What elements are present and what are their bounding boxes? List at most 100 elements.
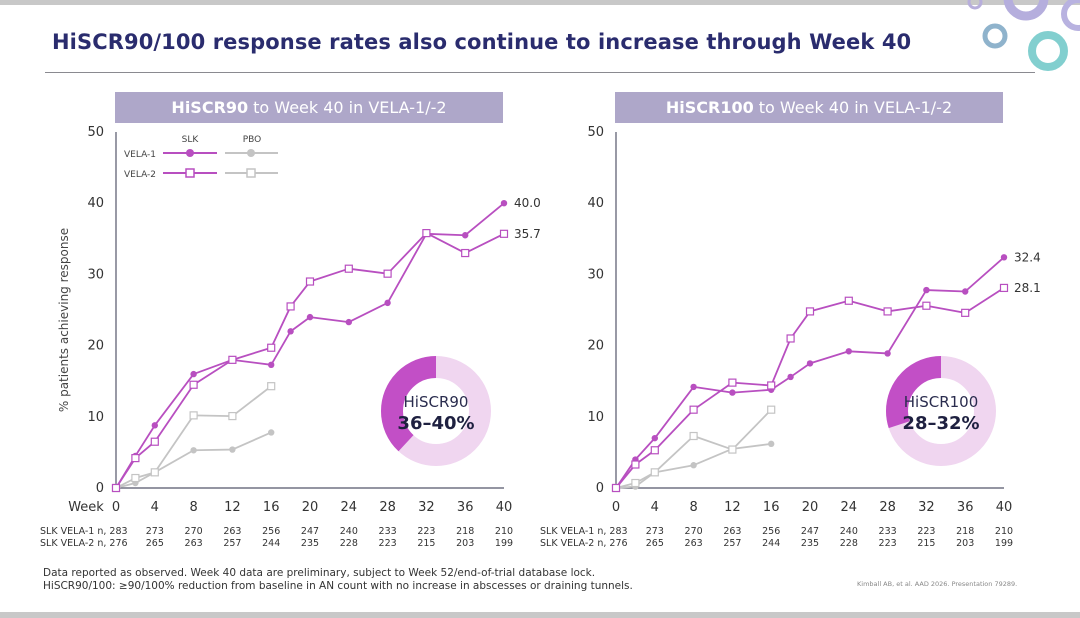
y-tick-label: 30 — [87, 267, 104, 282]
x-tick-label: 24 — [341, 500, 358, 515]
x-tick-label: 20 — [302, 500, 319, 515]
data-point — [786, 334, 795, 343]
x-tick-label: 36 — [957, 500, 974, 515]
legend-pbo-vela2-marker — [246, 168, 256, 178]
y-tick-label: 10 — [587, 410, 604, 425]
footnote-line: Data reported as observed. Week 40 data … — [43, 567, 596, 579]
legend-col-slk: SLK — [182, 135, 200, 145]
x-tick-label: 4 — [651, 500, 659, 515]
x-tick-label: 8 — [189, 500, 197, 515]
data-point — [728, 445, 737, 454]
donut-segment — [381, 356, 491, 466]
x-tick-label: 28 — [379, 500, 396, 515]
end-value-label: 28.1 — [1014, 281, 1041, 295]
data-point — [383, 269, 392, 278]
panel-header-rest: to Week 40 in VELA-1/-2 — [253, 98, 447, 117]
n-table-cell: 233 — [878, 526, 897, 537]
x-tick-label: 32 — [418, 500, 435, 515]
x-tick-label: 12 — [724, 500, 741, 515]
y-tick-label: 40 — [587, 196, 604, 211]
data-point — [306, 313, 314, 321]
n-table-cell: 240 — [839, 526, 858, 537]
n-table-cell: 235 — [800, 538, 820, 549]
data-point — [384, 299, 391, 307]
n-table-cell: 265 — [145, 538, 164, 549]
x-tick-label: 16 — [263, 500, 280, 515]
data-point — [131, 453, 140, 463]
data-point — [631, 460, 640, 469]
n-table-row-label: SLK VELA-1 n, 283 — [40, 526, 128, 537]
n-table-row-label: SLK VELA-2 n, 276 — [40, 538, 128, 549]
data-point — [999, 283, 1009, 293]
data-point — [500, 200, 508, 207]
data-point — [190, 370, 197, 378]
n-table-cell: 247 — [300, 526, 320, 537]
legend-row-vela2: VELA-2 — [124, 170, 156, 180]
data-point — [151, 422, 158, 429]
data-point — [690, 462, 697, 469]
data-point — [228, 411, 237, 421]
n-table-cell: 215 — [417, 538, 436, 549]
data-point — [111, 483, 121, 493]
n-table-cell: 263 — [223, 526, 242, 537]
data-point — [131, 473, 140, 483]
n-table-row-label: SLK VELA-1 n, 283 — [540, 526, 628, 537]
hiscr100-chart: 0 10 20 30 40 50 0 4 8 12 16 20 24 28 32 36 40 HiSCR100 28… — [587, 125, 1040, 515]
data-point — [845, 348, 852, 355]
data-point — [1000, 254, 1008, 261]
y-tick-label: 10 — [87, 410, 104, 425]
data-point — [150, 437, 159, 446]
citation: Kimball AB, et al. AAD 2026. Presentatio… — [857, 580, 1018, 588]
y-tick-label: 20 — [87, 339, 104, 354]
x-tick-label: 4 — [151, 500, 159, 515]
data-point — [923, 286, 930, 294]
n-table-cell: 270 — [684, 526, 703, 537]
n-table-row-label: SLK VELA-2 n, 276 — [540, 538, 628, 549]
n-table-cell: 265 — [645, 538, 664, 549]
n-table-cell: 210 — [494, 526, 514, 537]
n-table-cell: 257 — [723, 538, 742, 549]
data-point — [650, 468, 659, 477]
data-point — [229, 446, 236, 453]
donut-value: 28–32% — [902, 413, 979, 434]
data-point — [651, 434, 658, 442]
n-table-cell: 203 — [456, 538, 475, 549]
y-tick-label: 0 — [596, 481, 604, 496]
panel-header-hiscr90: HiSCR90 to Week 40 in VELA-1/-2 — [115, 92, 503, 123]
n-table-cell: 273 — [145, 526, 164, 537]
n-table-cell: 223 — [878, 538, 897, 549]
data-point — [961, 308, 970, 317]
data-point — [422, 229, 431, 238]
y-tick-label: 50 — [587, 125, 604, 140]
data-point — [305, 277, 315, 286]
data-point — [768, 440, 775, 448]
series-pbo-vela-2 — [111, 382, 276, 493]
donut-label: HiSCR90 — [404, 393, 469, 411]
series-line — [615, 409, 772, 489]
y-axis-label: % patients achieving response — [57, 228, 71, 412]
x-tick-label: 12 — [224, 500, 241, 515]
n-table-cell: 244 — [762, 538, 781, 549]
n-table-cell: 263 — [684, 538, 703, 549]
x-axis-label: Week — [68, 500, 104, 515]
data-point — [268, 429, 275, 436]
data-point — [787, 373, 794, 381]
footnote-line: HiSCR90/100: ≥90/100% reduction from bas… — [43, 580, 633, 592]
end-value-label: 40.0 — [514, 196, 541, 210]
bottom-border — [0, 612, 1080, 618]
end-value-label: 35.7 — [514, 227, 541, 241]
data-point — [267, 343, 276, 352]
data-point — [805, 307, 815, 316]
title-divider — [45, 72, 1035, 73]
data-point — [228, 355, 237, 364]
x-tick-label: 24 — [841, 500, 858, 515]
n-table-cell: 240 — [339, 526, 358, 537]
data-point — [884, 350, 891, 357]
top-border — [0, 0, 1080, 5]
n-table-cell: 199 — [994, 538, 1014, 549]
x-tick-label: 32 — [918, 500, 935, 515]
data-point — [189, 411, 198, 420]
y-tick-label: 50 — [87, 125, 104, 140]
x-tick-label: 36 — [457, 500, 474, 515]
